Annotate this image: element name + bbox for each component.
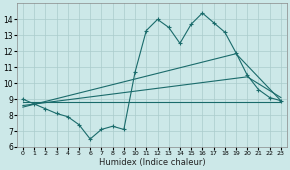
X-axis label: Humidex (Indice chaleur): Humidex (Indice chaleur): [99, 158, 205, 167]
